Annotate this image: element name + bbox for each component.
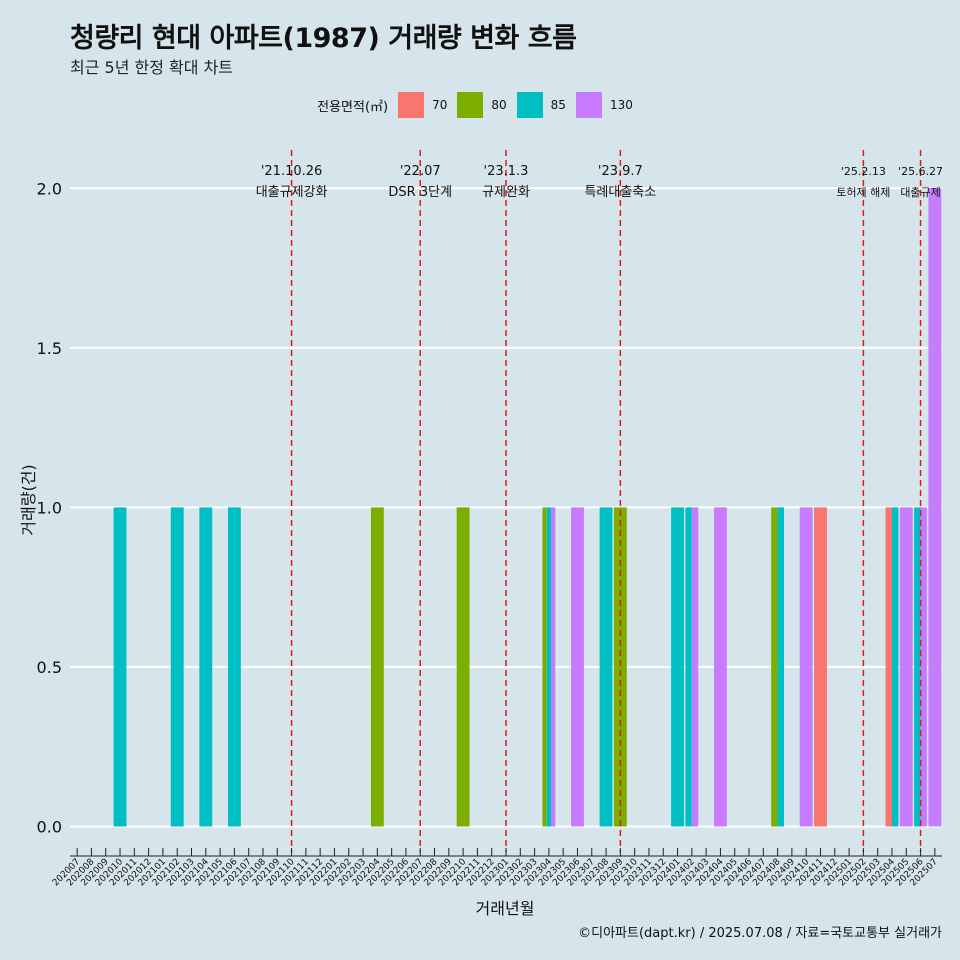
event-label: 대출규제	[900, 186, 940, 199]
event-label: 규제완화	[482, 185, 530, 200]
chart-title: 청량리 현대 아파트(1987) 거래량 변화 흐름	[70, 23, 577, 54]
event-date: '23.9.7	[598, 164, 643, 179]
bar-130-202304	[551, 507, 556, 827]
y-tick-label: 0.0	[37, 817, 62, 836]
bar-85-202010	[113, 507, 127, 827]
bar-80-202210	[456, 507, 470, 827]
bar-85-202401	[671, 507, 684, 827]
bar-85-202106	[227, 507, 241, 827]
legend-swatch-70	[398, 92, 425, 118]
bar-130-202402	[691, 507, 699, 827]
event-date: '21.10.26	[261, 164, 322, 179]
legend-item-80: 80	[457, 92, 507, 118]
y-tick-label: 1.0	[37, 498, 62, 517]
event-date: '25.6.27	[898, 165, 943, 178]
grid-layer	[70, 187, 942, 828]
bar-130-202410	[799, 507, 813, 827]
chart-subtitle: 최근 5년 한정 확대 차트	[70, 58, 234, 77]
bar-85-202104	[199, 507, 213, 827]
legend-label-80: 80	[491, 98, 507, 112]
legend-item-85: 85	[516, 92, 566, 118]
y-tick-label: 2.0	[37, 179, 62, 198]
bar-70-202504	[885, 507, 892, 827]
bar-130-202506	[920, 507, 927, 827]
y-tick-label: 1.5	[37, 339, 62, 358]
legend-label-85: 85	[550, 98, 566, 112]
x-axis-title: 거래년월	[476, 899, 535, 918]
bar-85-202408	[777, 507, 785, 827]
legend-title: 전용면적(㎡)	[317, 99, 389, 115]
event-date: '23.1.3	[484, 164, 529, 179]
event-date: '25.2.13	[841, 165, 886, 178]
bar-80-202204	[370, 507, 384, 827]
legend-swatch-130	[575, 92, 602, 118]
y-tick-label: 0.5	[37, 658, 62, 677]
source-caption: ©디아파트(dapt.kr) / 2025.07.08 / 자료=국토교통부 실…	[578, 926, 942, 941]
event-label: 토허제 해제	[836, 185, 890, 199]
bar-85-202402	[685, 507, 692, 827]
bar-130-202505	[899, 507, 913, 827]
y-axis-title: 거래량(건)	[19, 464, 38, 535]
event-layer: '21.10.26 대출규제강화 '22.07 DSR 3단계 '23.1.3 규제완화 '…	[256, 150, 943, 852]
bar-80-202309	[613, 507, 627, 827]
legend-label-70: 70	[432, 98, 448, 112]
legend-swatch-85	[516, 92, 543, 118]
legend-label-130: 130	[609, 98, 633, 112]
bar-85-202102	[170, 507, 184, 827]
bar-70-202411	[814, 507, 827, 827]
event-label: 특례대출축소	[584, 185, 656, 200]
bar-85-202506	[914, 507, 921, 827]
axis-layer: 0.00.51.01.52.02020072020082020092020102…	[37, 179, 942, 888]
bar-85-202308	[599, 507, 613, 827]
bar-130-202507	[928, 188, 942, 827]
event-date: '22.07	[400, 164, 441, 179]
bar-85-202304	[546, 507, 552, 827]
legend-swatch-80	[457, 92, 484, 118]
legend-item-70: 70	[398, 92, 447, 118]
bar-80-202304	[542, 507, 547, 827]
bar-130-202404	[713, 507, 727, 827]
legend: 전용면적(㎡) 70 80 85 130	[0, 92, 960, 118]
event-label: DSR 3단계	[388, 185, 452, 200]
bar-80-202408	[771, 507, 778, 827]
event-label: 대출규제강화	[256, 185, 328, 200]
legend-item-130: 130	[575, 92, 633, 118]
bar-layer	[113, 188, 942, 827]
bar-85-202504	[891, 507, 899, 827]
bar-130-202306	[571, 507, 584, 827]
